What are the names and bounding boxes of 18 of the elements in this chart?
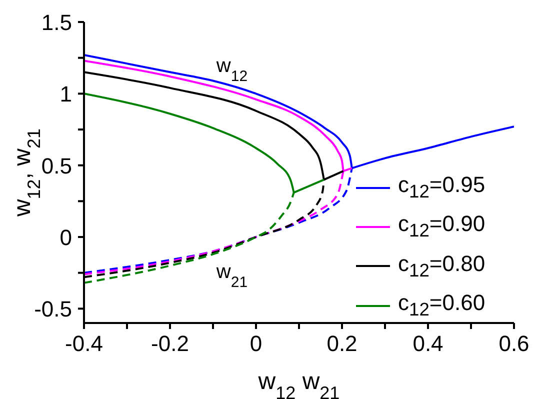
annotation: w$_{12}$ [215,55,248,84]
y-tick-label: -0.5 [34,296,72,322]
x-tick-label: 0 [250,331,262,356]
y-tick-label: 1.5 [41,10,72,35]
x-tick-label: -0.4 [65,331,103,356]
x-tick-label: 0.2 [326,331,358,356]
x-tick-label: 0.6 [498,331,530,356]
legend-label: c$_{12}$=0.60 [398,289,486,322]
x-tick-label: 0.4 [412,331,444,356]
legend-label: c$_{12}$=0.95 [398,171,486,204]
x-axis-title: w$_{12}$ w$_{21}$ [257,368,340,399]
y-tick-label: 0 [60,225,72,250]
legend-label: c$_{12}$=0.90 [398,210,486,243]
legend-label: c$_{12}$=0.80 [398,250,486,282]
y-tick-label: 1 [60,82,72,107]
annotation: w$_{21}$ [215,261,248,290]
y-tick-label: 0.5 [41,153,72,178]
x-tick-label: -0.2 [151,331,189,356]
